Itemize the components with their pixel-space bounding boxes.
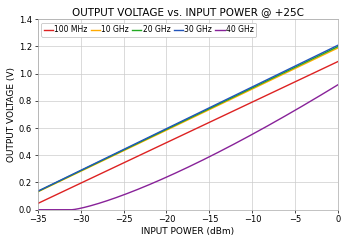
10 GHz [35,191,40,193]
30 GHz [337,43,341,46]
Y-axis label: OUTPUT VOLTAGE (V): OUTPUT VOLTAGE (V) [7,67,16,162]
10 GHz [116,152,120,155]
30 GHz [92,163,96,165]
20 GHz [35,190,40,193]
30 GHz [35,190,40,193]
40 GHz [306,102,310,104]
Line: 10 GHz: 10 GHz [38,48,339,192]
20 GHz [92,163,96,166]
40 GHz [129,191,133,194]
10 GHz [48,185,52,188]
100 MHz [35,202,40,205]
Line: 40 GHz: 40 GHz [38,85,339,210]
20 GHz [321,52,325,55]
40 GHz [291,110,295,113]
30 GHz [48,184,52,187]
20 GHz [48,184,52,187]
10 GHz [92,164,96,167]
100 MHz [54,194,58,197]
40 GHz [35,208,40,211]
100 MHz [92,176,96,179]
40 GHz [124,193,128,196]
30 GHz [321,51,325,54]
100 MHz [337,60,341,63]
10 GHz [337,46,341,49]
30 GHz [116,151,120,154]
40 GHz [200,159,204,162]
10 GHz [311,59,315,61]
Legend: 100 MHz, 10 GHz, 20 GHz, 30 GHz, 40 GHz: 100 MHz, 10 GHz, 20 GHz, 30 GHz, 40 GHz [41,23,256,36]
40 GHz [300,105,304,108]
X-axis label: INPUT POWER (dBm): INPUT POWER (dBm) [141,227,235,236]
20 GHz [337,45,341,48]
Line: 20 GHz: 20 GHz [38,46,339,192]
100 MHz [321,67,325,70]
20 GHz [311,57,315,60]
Title: OUTPUT VOLTAGE vs. INPUT POWER @ +25C: OUTPUT VOLTAGE vs. INPUT POWER @ +25C [72,7,304,17]
20 GHz [116,151,120,154]
40 GHz [337,83,341,86]
100 MHz [48,196,52,199]
30 GHz [54,181,58,184]
Line: 100 MHz: 100 MHz [38,61,339,204]
Line: 30 GHz: 30 GHz [38,45,339,191]
10 GHz [321,53,325,56]
100 MHz [311,72,315,75]
100 MHz [116,164,120,167]
10 GHz [54,182,58,185]
30 GHz [311,56,315,59]
20 GHz [54,181,58,184]
